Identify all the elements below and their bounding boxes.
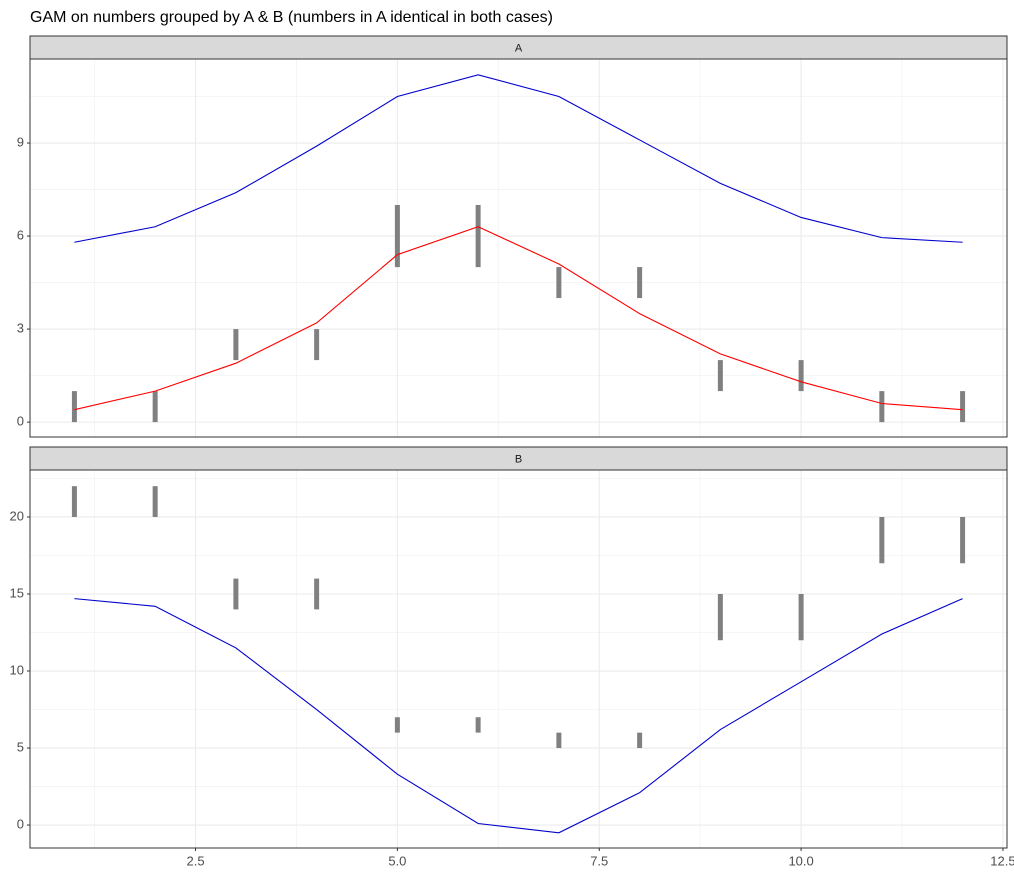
y-tick-label: 9 [17, 134, 24, 149]
y-tick-label: 20 [10, 508, 24, 523]
series-line [74, 598, 963, 834]
x-tick-label: 2.5 [186, 853, 204, 868]
x-tick-label: 5.0 [388, 853, 406, 868]
y-tick-label: 6 [17, 227, 24, 242]
panel-background [30, 470, 1007, 848]
y-tick-label: 0 [17, 414, 24, 429]
strip-label: A [515, 42, 523, 54]
series-line [74, 74, 963, 243]
panel-background [30, 59, 1007, 437]
y-tick-label: 3 [17, 321, 24, 336]
y-tick-label: 10 [10, 662, 24, 677]
x-tick-label: 12.5 [990, 853, 1014, 868]
panel-border [29, 469, 1008, 849]
strip-label: B [515, 453, 522, 465]
y-tick-label: 0 [17, 816, 24, 831]
x-tick-label: 10.0 [788, 853, 813, 868]
chart-title: GAM on numbers grouped by A & B (numbers… [30, 9, 553, 26]
series-line [74, 226, 963, 411]
x-tick-label: 7.5 [590, 853, 608, 868]
y-tick-label: 5 [17, 739, 24, 754]
y-tick-label: 15 [10, 585, 24, 600]
panel-border [29, 58, 1008, 438]
